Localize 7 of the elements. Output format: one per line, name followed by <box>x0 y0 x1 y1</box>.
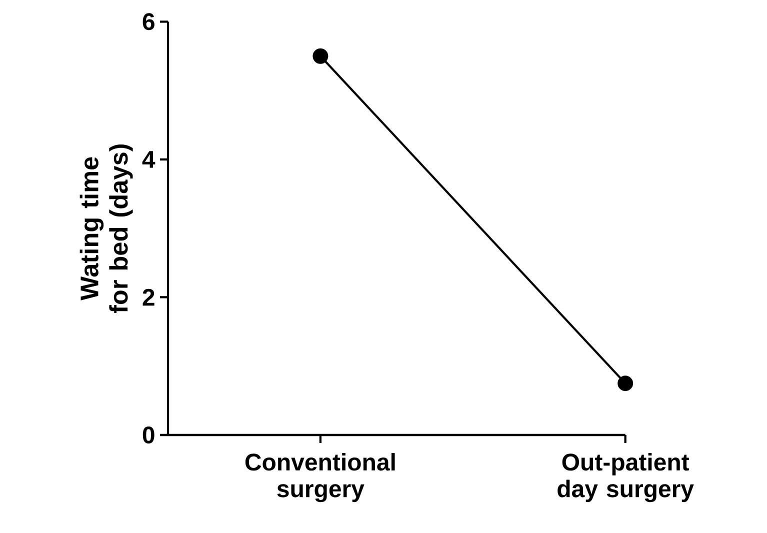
y-tick-label: 6 <box>142 13 154 30</box>
x-tick-label: Conventional surgery <box>245 453 395 502</box>
x-tick-label: Out-patient day surgery <box>558 453 694 502</box>
y-tick-label: 0 <box>142 426 154 444</box>
y-axis-title: Wating time for bed (days) <box>80 144 133 314</box>
y-tick-label: 4 <box>142 151 156 168</box>
y-tick-label: 2 <box>142 288 154 306</box>
